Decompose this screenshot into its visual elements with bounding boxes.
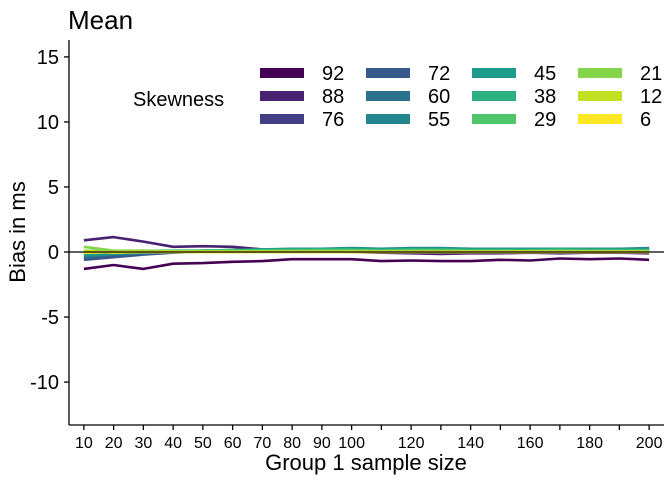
- legend-key-29: [472, 114, 516, 124]
- legend-key-12: [578, 91, 622, 101]
- x-tick-label: 60: [224, 435, 242, 452]
- legend-key-45: [472, 68, 516, 78]
- x-tick-label: 100: [338, 435, 365, 452]
- y-tick-label: -10: [30, 372, 59, 394]
- x-tick-label: 40: [164, 435, 182, 452]
- x-tick-label: 140: [457, 435, 484, 452]
- legend-label-55: 55: [428, 109, 450, 131]
- legend-label-72: 72: [428, 63, 450, 85]
- y-tick-label: 15: [37, 47, 59, 69]
- x-axis-label: Group 1 sample size: [265, 450, 467, 475]
- plot-area: [69, 235, 664, 271]
- legend-label-29: 29: [534, 109, 556, 131]
- x-tick-label: 200: [636, 435, 663, 452]
- legend-label-45: 45: [534, 63, 556, 85]
- legend-label-12: 12: [640, 86, 662, 108]
- legend-label-21: 21: [640, 63, 662, 85]
- y-axis-ticks: -10 -5 0 5 10 15: [30, 47, 69, 394]
- x-tick-label: 30: [134, 435, 152, 452]
- y-axis-label: Bias in ms: [5, 181, 30, 282]
- y-tick-label: -5: [41, 307, 59, 329]
- legend-label-88: 88: [322, 86, 344, 108]
- legend-label-92: 92: [322, 63, 344, 85]
- x-tick-label: 160: [517, 435, 544, 452]
- y-tick-label: 5: [48, 177, 59, 199]
- legend-label-60: 60: [428, 86, 450, 108]
- legend-label-6: 6: [640, 109, 651, 131]
- x-axis-ticks: 10 20 30 40 50 60 70 80 90 100 120 140 160 180 200: [75, 425, 663, 452]
- x-tick-label: 90: [313, 435, 331, 452]
- legend-label-38: 38: [534, 86, 556, 108]
- chart-title: Mean: [68, 5, 133, 35]
- x-tick-label: 50: [194, 435, 212, 452]
- legend-key-21: [578, 68, 622, 78]
- y-tick-label: 0: [48, 242, 59, 264]
- legend-key-60: [366, 91, 410, 101]
- legend-key-55: [366, 114, 410, 124]
- x-tick-label: 180: [576, 435, 603, 452]
- series-line-92: [83, 257, 650, 271]
- x-tick-label: 120: [398, 435, 425, 452]
- legend-title: Skewness: [133, 89, 224, 111]
- legend-key-6: [578, 114, 622, 124]
- legend-label-76: 76: [322, 109, 344, 131]
- x-tick-label: 10: [75, 435, 93, 452]
- x-tick-label: 80: [283, 435, 301, 452]
- y-tick-label: 10: [37, 112, 59, 134]
- x-tick-label: 70: [253, 435, 271, 452]
- legend-key-76: [260, 114, 304, 124]
- legend-key-38: [472, 91, 516, 101]
- legend-key-92: [260, 68, 304, 78]
- legend-key-72: [366, 68, 410, 78]
- x-tick-label: 20: [105, 435, 123, 452]
- legend-key-88: [260, 91, 304, 101]
